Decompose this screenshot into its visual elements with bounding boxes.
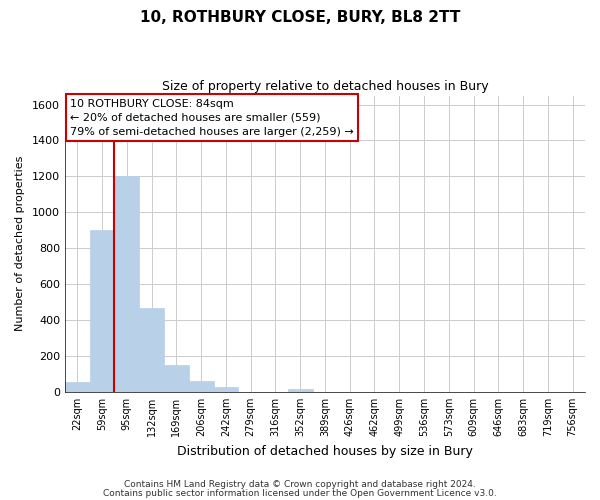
Bar xyxy=(115,176,139,392)
Text: 10 ROTHBURY CLOSE: 84sqm
← 20% of detached houses are smaller (559)
79% of semi-: 10 ROTHBURY CLOSE: 84sqm ← 20% of detach… xyxy=(70,98,354,136)
Text: 10, ROTHBURY CLOSE, BURY, BL8 2TT: 10, ROTHBURY CLOSE, BURY, BL8 2TT xyxy=(140,10,460,25)
Y-axis label: Number of detached properties: Number of detached properties xyxy=(15,156,25,332)
Bar xyxy=(164,365,189,392)
Bar xyxy=(139,308,164,392)
X-axis label: Distribution of detached houses by size in Bury: Distribution of detached houses by size … xyxy=(177,444,473,458)
Bar xyxy=(189,381,214,392)
Bar xyxy=(288,388,313,392)
Title: Size of property relative to detached houses in Bury: Size of property relative to detached ho… xyxy=(161,80,488,93)
Text: Contains public sector information licensed under the Open Government Licence v3: Contains public sector information licen… xyxy=(103,488,497,498)
Bar xyxy=(65,382,89,392)
Bar xyxy=(89,230,115,392)
Bar xyxy=(214,387,238,392)
Text: Contains HM Land Registry data © Crown copyright and database right 2024.: Contains HM Land Registry data © Crown c… xyxy=(124,480,476,489)
